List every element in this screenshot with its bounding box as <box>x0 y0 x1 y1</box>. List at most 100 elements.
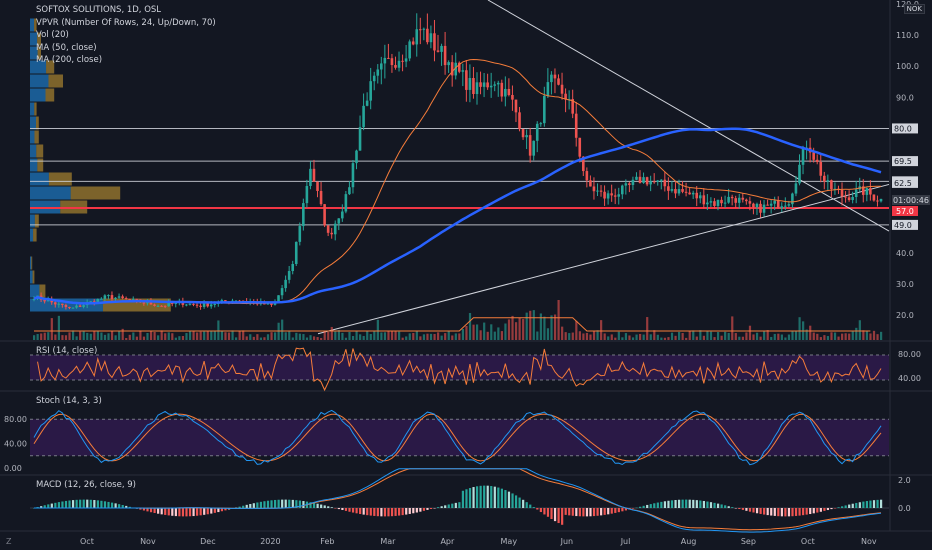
volume-bar <box>408 333 411 340</box>
candle-body <box>645 177 649 185</box>
vpvr-up-bar <box>30 256 32 270</box>
macd-histogram-bar <box>511 493 514 508</box>
volume-bar <box>639 333 642 340</box>
candle-body <box>475 82 479 95</box>
candle-body <box>599 190 603 192</box>
candle-body <box>748 201 752 204</box>
macd-histogram-bar <box>468 488 472 508</box>
candle-body <box>465 70 468 90</box>
macd-histogram-bar <box>745 508 748 511</box>
macd-histogram-bar <box>656 502 659 508</box>
candle-body <box>103 295 107 299</box>
candle-body <box>110 295 114 299</box>
volume-bar <box>741 336 744 340</box>
candle-body <box>582 156 585 172</box>
candle-body <box>32 298 36 300</box>
legend-volume[interactable]: Vol (20) <box>36 30 69 40</box>
volume-bar <box>869 333 872 340</box>
macd-histogram-bar <box>376 508 379 517</box>
candle-body <box>496 82 500 85</box>
macd-histogram-bar <box>805 508 808 515</box>
macd-histogram-bar <box>841 506 844 508</box>
volume-bar <box>536 331 539 340</box>
macd-histogram-bar <box>337 508 340 510</box>
candle-body <box>734 198 737 203</box>
macd-histogram-bar <box>426 508 429 510</box>
candle-body <box>861 186 865 195</box>
volume-bar <box>57 315 61 340</box>
macd-histogram-bar <box>550 508 553 520</box>
price-tick-label: 30.0 <box>896 280 914 289</box>
volume-bar <box>727 332 730 340</box>
candle-body <box>43 299 46 302</box>
macd-histogram-bar <box>674 499 677 508</box>
time-axis-label: Oct <box>80 537 94 546</box>
macd-histogram-bar <box>440 506 443 508</box>
candle-body <box>220 300 224 302</box>
volume-bar <box>398 331 401 340</box>
time-axis-label: Mar <box>380 537 396 546</box>
macd-histogram-bar <box>79 499 82 508</box>
stoch-label[interactable]: Stoch (14, 3, 3) <box>36 396 102 406</box>
legend-ma50[interactable]: MA (50, close) <box>36 42 97 53</box>
volume-bar <box>596 330 599 340</box>
vpvr-down-bar <box>46 60 55 74</box>
candle-body <box>344 194 348 212</box>
candle-body <box>195 304 199 306</box>
macd-histogram-bar <box>497 487 500 508</box>
vpvr-up-bar <box>30 284 40 298</box>
volume-bar <box>621 337 624 340</box>
macd-histogram-bar <box>125 505 128 508</box>
legend-vpvr[interactable]: VPVR (Number Of Rows, 24, Up/Down, 70) <box>36 17 216 28</box>
candle-body <box>511 94 514 100</box>
macd-histogram-bar <box>525 502 528 508</box>
stoch-tick-label: 80.00 <box>4 415 27 424</box>
macd-histogram-bar <box>621 508 624 512</box>
macd-histogram-bar <box>174 508 177 517</box>
candle-body <box>752 203 755 208</box>
macd-histogram-bar <box>798 508 801 516</box>
macd-histogram-bar <box>646 504 649 508</box>
rsi-label[interactable]: RSI (14, close) <box>36 346 98 356</box>
volume-bar <box>40 333 43 340</box>
volume-bar <box>266 334 270 340</box>
volume-bar <box>564 332 567 340</box>
macd-histogram-bar <box>139 508 142 510</box>
candle-body <box>78 305 82 307</box>
volume-bar <box>500 331 503 340</box>
volume-bar <box>387 331 390 340</box>
macd-histogram-bar <box>858 502 861 508</box>
volume-bar <box>649 334 652 340</box>
macd-histogram-bar <box>362 508 365 515</box>
volume-bar <box>206 330 209 340</box>
volume-bar <box>681 333 684 340</box>
settings-badge[interactable]: Z <box>6 537 12 546</box>
volume-bar <box>376 319 379 340</box>
candle-body <box>117 296 121 298</box>
macd-label[interactable]: MACD (12, 26, close, 9) <box>36 480 136 490</box>
candle-body <box>794 183 798 194</box>
candle-body <box>564 93 567 100</box>
volume-bar <box>461 328 465 340</box>
macd-histogram-bar <box>784 508 787 517</box>
currency-badge[interactable]: NOK <box>903 4 925 14</box>
volume-bar <box>43 332 46 340</box>
macd-histogram-bar <box>585 508 589 517</box>
volume-bar <box>217 320 220 340</box>
legend-ma200[interactable]: MA (200, close) <box>36 55 103 65</box>
candle-body <box>188 303 192 305</box>
candle-body <box>631 179 635 185</box>
macd-histogram-bar <box>185 508 188 517</box>
candle-body <box>737 197 741 203</box>
candle-body <box>596 190 599 192</box>
volume-bar <box>465 325 468 340</box>
macd-histogram-bar <box>419 508 422 512</box>
macd-histogram-bar <box>295 500 298 508</box>
macd-histogram-bar <box>178 508 181 517</box>
volume-bar <box>653 330 656 340</box>
macd-histogram-bar <box>82 499 85 508</box>
macd-histogram-bar <box>291 499 294 508</box>
volume-bar <box>454 333 457 340</box>
volume-bar <box>809 325 812 340</box>
